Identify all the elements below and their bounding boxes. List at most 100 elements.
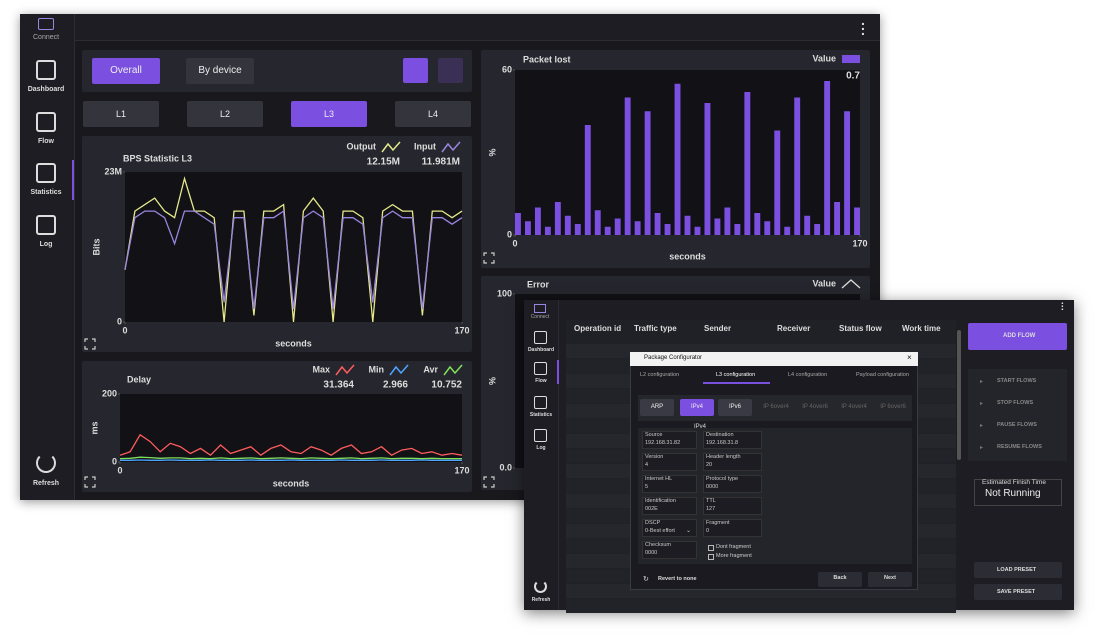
y-tick-label: 0.0	[499, 462, 512, 472]
bar	[515, 213, 521, 235]
menu-button: ...	[1061, 296, 1064, 313]
action-button[interactable]: PAUSE FLOWS	[997, 422, 1037, 428]
field-box	[703, 497, 762, 515]
refresh-label[interactable]: Refresh	[32, 480, 60, 487]
field-box	[703, 519, 762, 537]
field-label: Version	[645, 454, 664, 460]
field-label: Identification	[645, 498, 676, 504]
bar	[804, 215, 811, 235]
bar	[824, 81, 831, 235]
refresh-icon[interactable]	[36, 453, 56, 473]
nav-label[interactable]: Statistics	[30, 189, 62, 196]
dialog-button-label[interactable]: Next	[884, 575, 896, 581]
y-axis-label: %	[487, 377, 497, 385]
field-value[interactable]: 0000	[645, 550, 658, 556]
config-tab[interactable]: L4 configuration	[788, 372, 828, 378]
layer-tab[interactable]: L1	[83, 101, 159, 127]
nav-icon[interactable]	[36, 215, 56, 235]
config-tab[interactable]: Payload configuration	[856, 372, 909, 378]
nav-label[interactable]: Flow	[535, 378, 547, 384]
protocol-button[interactable]: IPv6	[718, 399, 752, 416]
field-value[interactable]: 192.168.31.8	[706, 440, 739, 446]
layer-tab[interactable]: L4	[395, 101, 471, 127]
checkbox-label[interactable]: Dont fragment	[716, 544, 751, 550]
expand-icon	[84, 476, 96, 488]
view-icon[interactable]	[403, 58, 428, 83]
dialog-button-label[interactable]: Back	[833, 575, 847, 581]
preset-label[interactable]: LOAD PRESET	[997, 567, 1037, 573]
bar	[694, 226, 701, 235]
layer-tab[interactable]: L2	[187, 101, 263, 127]
column-header: Status flow	[839, 324, 882, 333]
field-box	[703, 453, 762, 471]
menu-button[interactable]: ...	[861, 12, 865, 38]
field-value[interactable]: 5	[645, 484, 649, 490]
field-value[interactable]: 002E	[645, 506, 658, 512]
bar	[574, 224, 581, 235]
view-tab[interactable]: By device	[186, 58, 254, 84]
field-box	[642, 519, 697, 537]
field-value[interactable]: 4	[645, 462, 649, 468]
legend-value: 31.364	[323, 380, 354, 391]
nav-icon[interactable]	[36, 163, 56, 183]
action-button[interactable]: START FLOWS	[997, 378, 1037, 384]
estimate-value: Not Running	[985, 488, 1041, 499]
add-flow-label[interactable]: ADD FLOW	[1003, 333, 1036, 339]
field-value[interactable]: 0000	[706, 484, 719, 490]
checkbox-label[interactable]: More fragment	[716, 553, 752, 559]
legend-icon	[389, 364, 409, 376]
legend-label: Min	[369, 364, 385, 374]
config-tab[interactable]: L3 configuration	[716, 372, 756, 378]
nav-label[interactable]: Log	[39, 241, 53, 248]
y-tick-label: 0	[507, 229, 512, 239]
protocol-button[interactable]: IP 4over4	[841, 404, 867, 410]
refresh-label[interactable]: Refresh	[531, 597, 551, 603]
dialog-close[interactable]: ×	[907, 353, 912, 362]
protocol-button[interactable]: IP 6over4	[763, 404, 789, 410]
view-tab[interactable]: Overall	[92, 58, 160, 84]
nav-label[interactable]: Flow	[38, 138, 54, 145]
bar	[764, 221, 771, 235]
legend-label: Avr	[423, 364, 438, 374]
sidebar-divider	[74, 14, 75, 500]
bar	[784, 226, 791, 235]
view-icon[interactable]	[438, 58, 463, 83]
chart-title: BPS Statistic L3	[123, 153, 192, 163]
protocol-button[interactable]: IP 6over6	[880, 404, 906, 410]
app-name: Connect	[33, 34, 60, 41]
layer-tab[interactable]: L3	[291, 101, 367, 127]
nav-icon[interactable]	[36, 60, 56, 80]
protocol-button[interactable]: IPv4	[680, 399, 714, 416]
nav-label[interactable]: Dashboard	[27, 86, 65, 93]
preset-label[interactable]: SAVE PRESET	[997, 589, 1036, 595]
revert-icon: ↻	[643, 576, 649, 583]
series-line	[124, 176, 463, 323]
field-value[interactable]: 127	[706, 506, 716, 512]
bar	[664, 224, 671, 235]
nav-label[interactable]: Statistics	[529, 412, 553, 418]
protocol-button[interactable]: ARP	[640, 399, 674, 416]
nav-icon[interactable]	[36, 112, 56, 132]
field-label: Fragment	[706, 520, 730, 526]
config-tab[interactable]: L2 configuration	[640, 372, 680, 378]
bar	[674, 83, 681, 235]
revert-button[interactable]: Revert to none	[658, 576, 697, 582]
field-label: Internet HL	[645, 476, 673, 482]
y-tick-label: 100	[497, 288, 512, 298]
action-button[interactable]: RESUME FLOWS	[997, 444, 1042, 450]
nav-label[interactable]: Log	[536, 445, 546, 451]
action-button[interactable]: STOP FLOWS	[997, 400, 1034, 406]
field-value[interactable]: 192.168.31.82	[645, 440, 681, 446]
bar	[554, 202, 561, 235]
field-value[interactable]: 0	[706, 528, 710, 534]
field-value[interactable]: 20	[706, 462, 713, 468]
protocol-button[interactable]: IP 4over6	[802, 404, 828, 410]
field-value[interactable]: 0-Best effort	[645, 528, 675, 534]
scrollbar	[957, 330, 961, 460]
field-label: Checksum	[645, 542, 671, 548]
nav-label[interactable]: Dashboard	[527, 347, 555, 353]
x-axis-label: seconds	[669, 251, 706, 261]
dropdown-chevron[interactable]: ⌄	[686, 528, 692, 534]
refresh-icon	[534, 580, 547, 593]
bar	[594, 210, 601, 235]
